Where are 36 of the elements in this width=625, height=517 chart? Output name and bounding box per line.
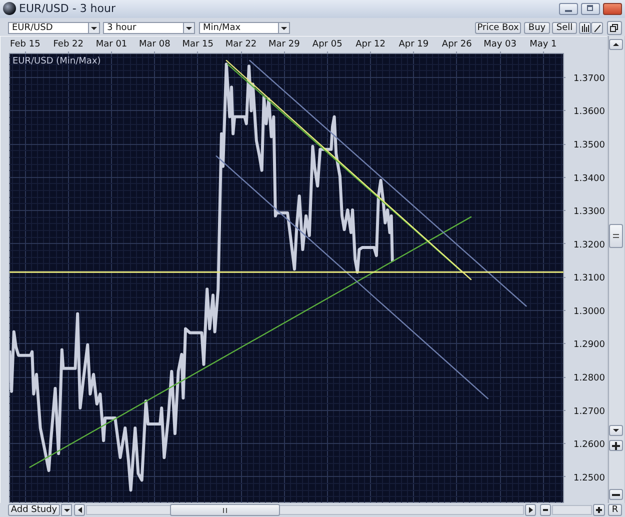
y-tick-label: 1.2700: [574, 406, 606, 417]
y-tick-label: 1.2800: [574, 374, 606, 384]
x-tick-label: Mar 08: [139, 40, 171, 50]
y-tick-label: 1.2900: [574, 340, 606, 350]
x-tick-label: Feb 22: [53, 40, 84, 50]
x-tick-label: Apr 19: [398, 40, 429, 50]
x-tick-label: May 1: [530, 40, 557, 50]
y-tick-label: 1.3400: [574, 174, 606, 184]
x-tick-label: May 03: [484, 40, 516, 50]
x-tick-label: Feb 15: [10, 40, 40, 50]
y-tick-label: 1.3700: [574, 74, 606, 84]
y-tick-label: 1.2600: [574, 440, 606, 450]
text: EUR/USD: [12, 23, 53, 34]
text: 3 hour: [107, 23, 136, 34]
text: R: [608, 504, 622, 516]
x-tick-label: Mar 01: [96, 40, 128, 50]
chart-title: EUR/USD - 3 hour: [19, 2, 116, 16]
y-tick-label: 1.3100: [574, 274, 606, 284]
y-tick-label: 1.3300: [574, 207, 606, 218]
x-tick-label: Apr 26: [442, 40, 472, 50]
y-tick-label: 1.2500: [574, 473, 606, 484]
text: Min/Max: [203, 23, 241, 34]
x-tick-label: Mar 29: [268, 40, 300, 50]
x-tick-label: Apr 12: [356, 40, 386, 50]
y-tick-label: 1.3000: [574, 306, 606, 317]
text: Buy: [524, 22, 550, 34]
y-tick-label: 1.3200: [574, 240, 606, 250]
y-tick-label: 1.3600: [574, 107, 606, 118]
chart-subtitle: EUR/USD (Min/Max): [12, 56, 101, 66]
text: Price Box: [475, 22, 521, 34]
y-tick-label: 1.3500: [574, 140, 606, 151]
x-tick-label: Apr 05: [312, 40, 342, 50]
x-tick-label: Mar 22: [225, 40, 257, 50]
text: Sell: [552, 22, 577, 34]
text: Add Study: [8, 504, 60, 516]
x-tick-label: Mar 15: [182, 40, 214, 50]
